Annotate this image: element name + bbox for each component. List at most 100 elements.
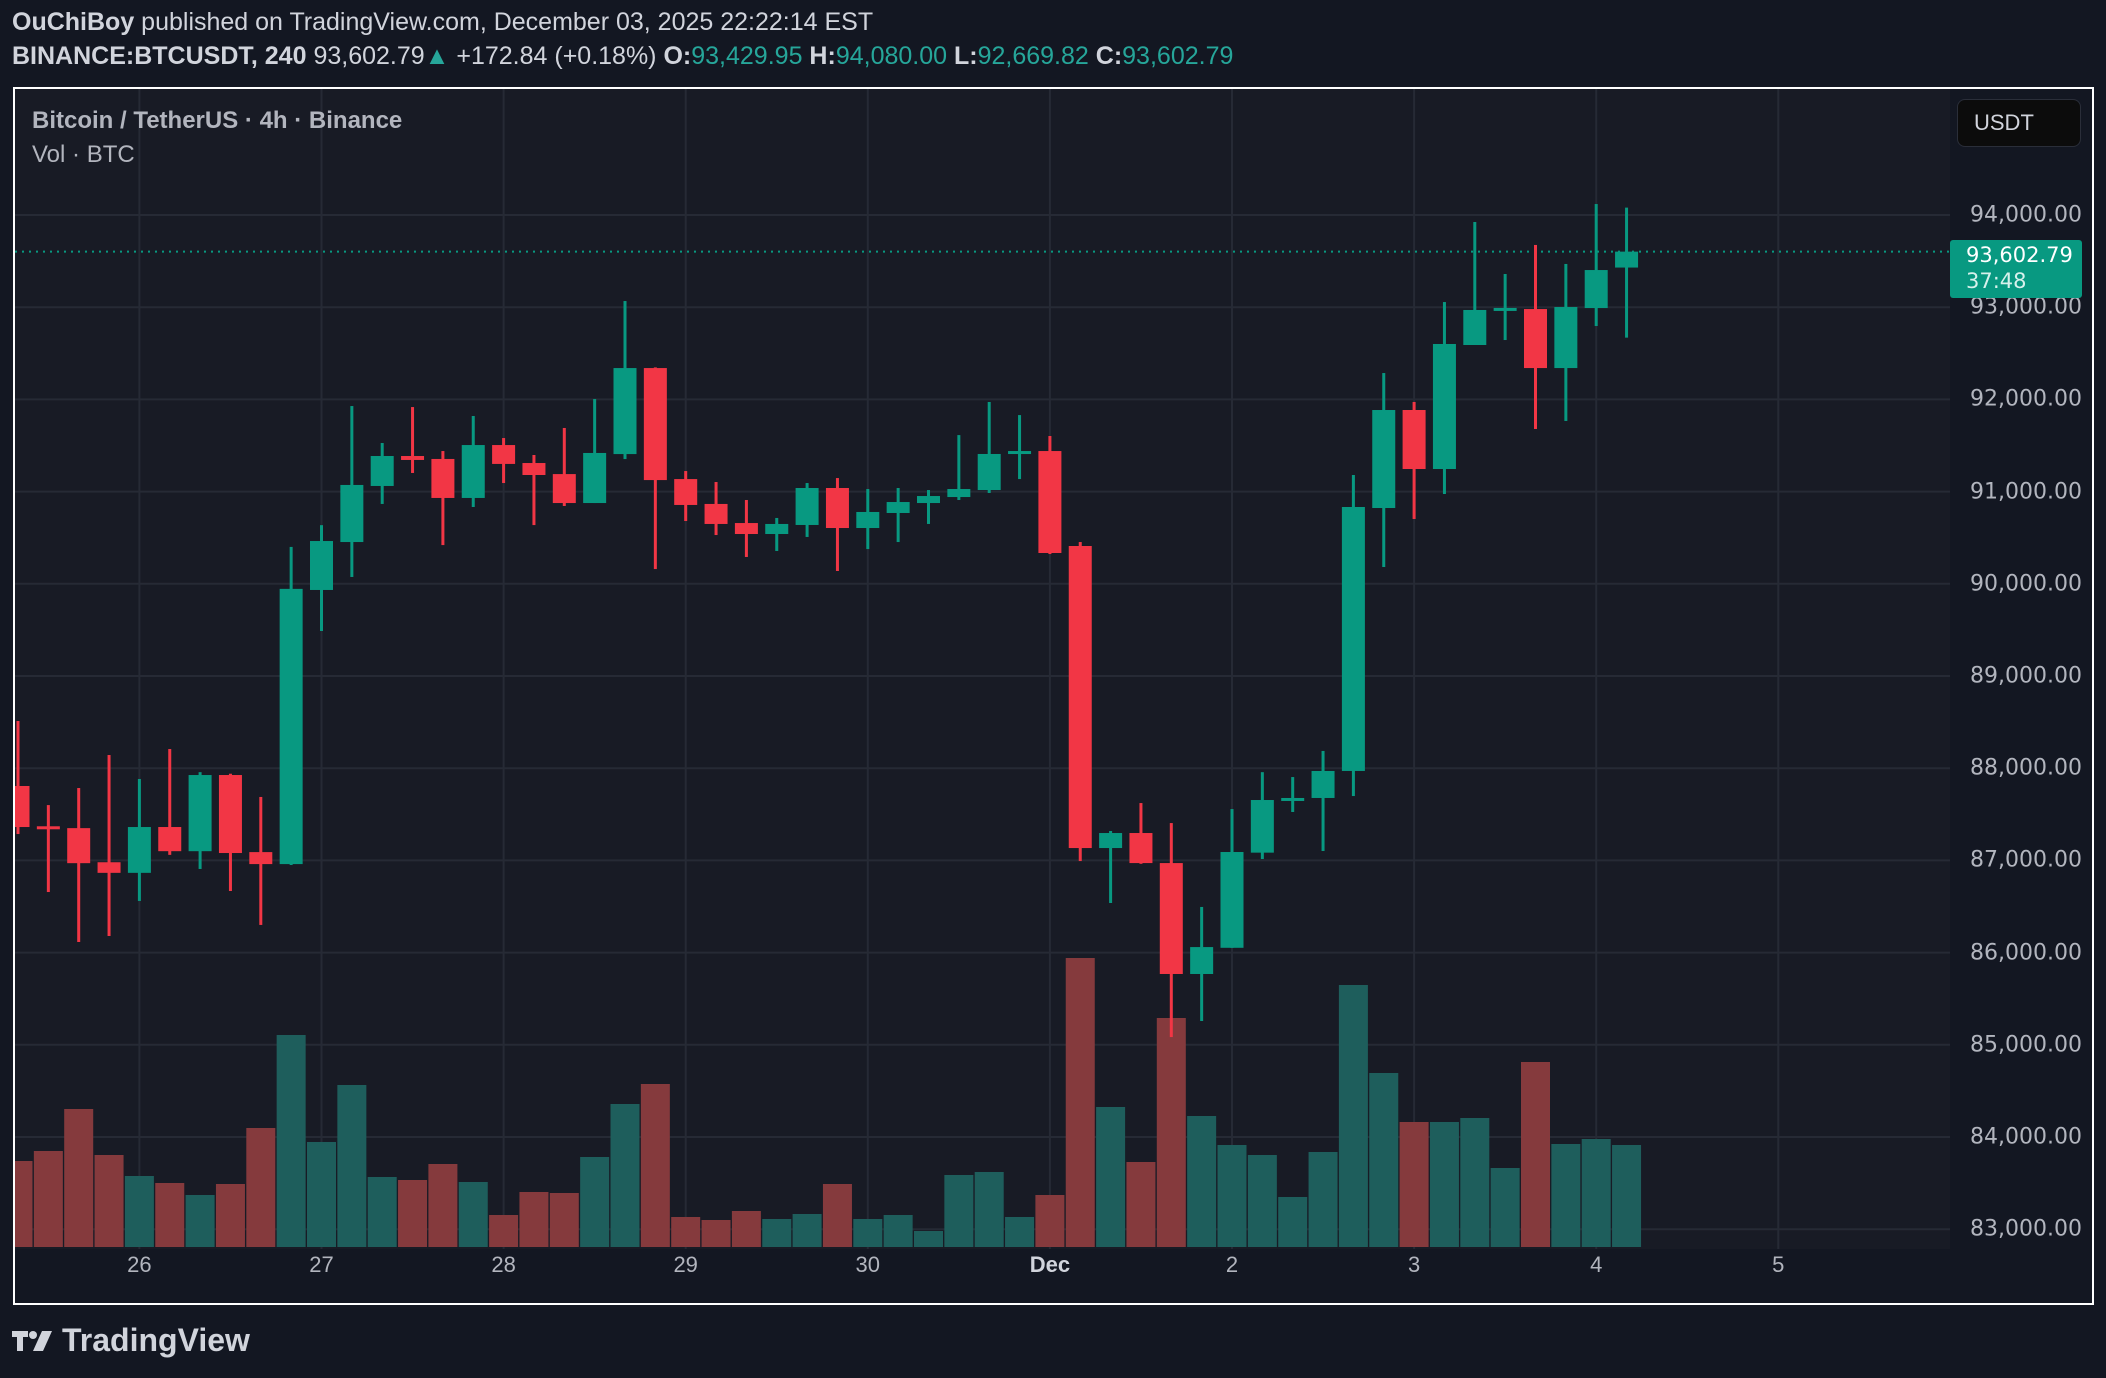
volume-bar [1308,1152,1338,1247]
candle-body [401,456,425,460]
volume-bar [337,1085,367,1247]
candle-body [158,827,182,852]
candle-body [1159,863,1183,974]
volume-bar [1035,1195,1065,1247]
candle-body [1524,309,1547,369]
volume-bar [944,1175,974,1247]
price-axis-label: 89,000.00 [1970,663,2082,689]
price-change: +172.84 (+0.18%) [456,42,657,70]
volume-bar [398,1180,428,1247]
candle-wick [16,720,20,835]
low-value: 92,669.82 [977,42,1089,70]
candle-wick [1503,274,1507,341]
candle-wick [775,517,779,551]
currency-button[interactable]: USDT [1957,99,2081,147]
symbol-ohlc-bar: BINANCE:BTCUSDT, 240 93,602.79▲ +172.84 … [12,42,1233,71]
price-axis-label: 90,000.00 [1970,571,2082,597]
volume-bar [1065,958,1095,1247]
candle-wick [593,399,597,504]
volume-bar [1490,1168,1520,1247]
candle-body [522,463,546,476]
candle-body [765,523,789,535]
candle-body [127,827,151,873]
tradingview-logo: TradingView [12,1322,250,1359]
volume-bar [1156,1018,1186,1247]
price-axis-label: 91,000.00 [1970,479,2082,505]
price-axis-label: 86,000.00 [1970,940,2082,966]
volume-bar [822,1184,852,1247]
candle-body [583,452,607,504]
volume-bar [489,1215,519,1247]
candle-body [886,502,910,513]
high-value: 94,080.00 [835,42,948,70]
open-label: O: [663,42,692,70]
time-axis-label: 4 [1590,1252,1603,1277]
candlestick-chart[interactable] [15,89,2092,1303]
candle-body [15,785,30,828]
currency-label: USDT [1974,110,2034,135]
candle-body [1615,251,1639,268]
candle-body [1493,307,1517,311]
candle-body [1584,270,1608,309]
volume-bar [64,1109,94,1247]
volume-bar [580,1157,610,1247]
time-axis-label: 28 [491,1252,516,1277]
candle-wick [1321,750,1325,851]
author-name: OuChiBoy [12,8,135,36]
price-axis-label: 84,000.00 [1970,1124,2082,1150]
candle-body [1250,800,1274,853]
volume-bar [1096,1107,1126,1247]
volume-bar [1005,1217,1035,1247]
candle-body [795,488,819,525]
last-price-tag: 93,602.79 37:48 [1950,239,2082,298]
volume-bar [215,1184,245,1247]
volume-legend[interactable]: Vol · BTC [32,141,135,168]
volume-bar [1429,1122,1459,1247]
candle-body [36,826,60,830]
price-axis-label: 85,000.00 [1970,1032,2082,1058]
candle-body [734,523,758,535]
candle-body [1341,506,1365,771]
close-label: C: [1095,42,1123,70]
volume-bar [1460,1118,1490,1247]
close-value: 93,602.79 [1122,42,1234,70]
volume-bar [671,1217,701,1247]
time-axis-label: 26 [127,1252,152,1277]
candle-body [1220,852,1244,948]
bar-countdown: 37:48 [1966,268,2027,293]
volume-bar [762,1219,792,1247]
candle-body [674,479,698,505]
candle-body [188,775,212,852]
chart-legend-title[interactable]: Bitcoin / TetherUS · 4h · Binance [32,107,403,134]
candle-wick [168,749,172,855]
volume-bar [1126,1162,1156,1247]
price-axis-label: 93,000.00 [1970,294,2082,320]
price-axis-label: 88,000.00 [1970,755,2082,781]
candle-body [218,775,242,854]
volume-bar [1278,1197,1308,1247]
last-price-tag-value: 93,602.79 [1966,242,2073,267]
candle-wick [107,755,111,937]
candle-body [825,488,849,529]
volume-bar [307,1142,336,1247]
time-axis-label: Dec [1029,1252,1071,1277]
time-axis-label: 2 [1225,1252,1239,1277]
candle-body [310,541,333,590]
symbol-label: BINANCE:BTCUSDT, 240 [12,42,307,70]
publish-info: OuChiBoy published on TradingView.com, D… [12,8,873,37]
candle-body [1463,309,1487,346]
candle-body [856,511,880,529]
volume-bar [1612,1145,1642,1247]
candle-wick [957,435,961,500]
candle-body [492,445,516,464]
candle-body [1129,833,1153,864]
candle-wick [896,488,900,543]
published-text: published on TradingView.com, December 0… [141,8,874,36]
volume-bar [701,1220,731,1247]
candle-body [249,852,273,865]
brand-name: TradingView [62,1322,250,1358]
volume-bar [124,1176,154,1247]
volume-bar [94,1155,124,1247]
candle-body [279,588,303,865]
candle-wick [532,454,536,526]
